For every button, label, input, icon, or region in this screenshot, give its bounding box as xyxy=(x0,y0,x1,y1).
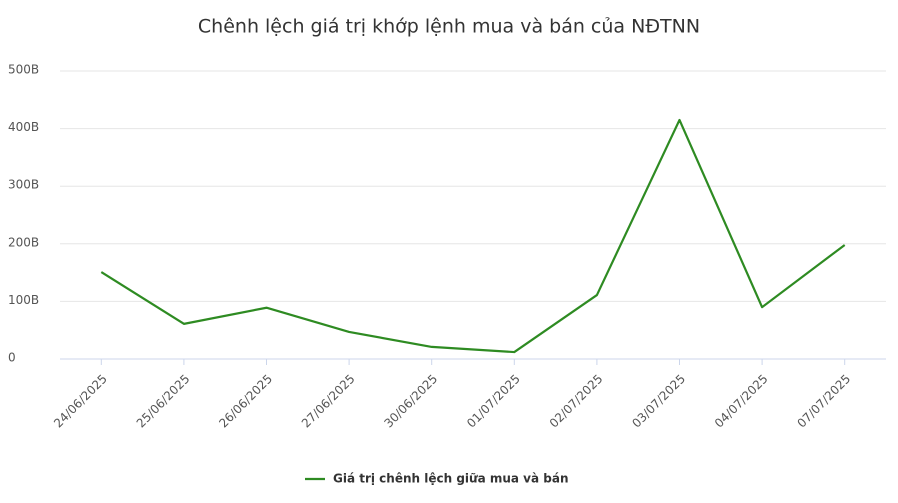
legend-text: Giá trị chênh lệch giữa mua và bán xyxy=(333,472,569,486)
y-tick-label: 200B xyxy=(8,235,39,249)
y-tick-label: 100B xyxy=(8,293,39,307)
x-tick-label: 07/07/2025 xyxy=(794,372,853,431)
y-tick-label: 500B xyxy=(8,63,39,77)
x-tick-label: 04/07/2025 xyxy=(712,372,771,431)
y-tick-label: 400B xyxy=(8,120,39,134)
x-tick-label: 01/07/2025 xyxy=(464,372,523,431)
y-tick-label: 0 xyxy=(8,351,16,365)
chart-title: Chênh lệch giá trị khớp lệnh mua và bán … xyxy=(198,16,700,38)
y-tick-label: 300B xyxy=(8,178,39,192)
x-tick-label: 27/06/2025 xyxy=(299,372,358,431)
x-tick-label: 26/06/2025 xyxy=(216,372,275,431)
data-line xyxy=(100,118,846,354)
x-tick-label: 25/06/2025 xyxy=(134,372,193,431)
x-tick-label: 30/06/2025 xyxy=(381,372,440,431)
x-tick-label: 03/07/2025 xyxy=(629,372,688,431)
x-tick-label: 02/07/2025 xyxy=(547,372,606,431)
x-tick-label: 24/06/2025 xyxy=(51,372,110,431)
